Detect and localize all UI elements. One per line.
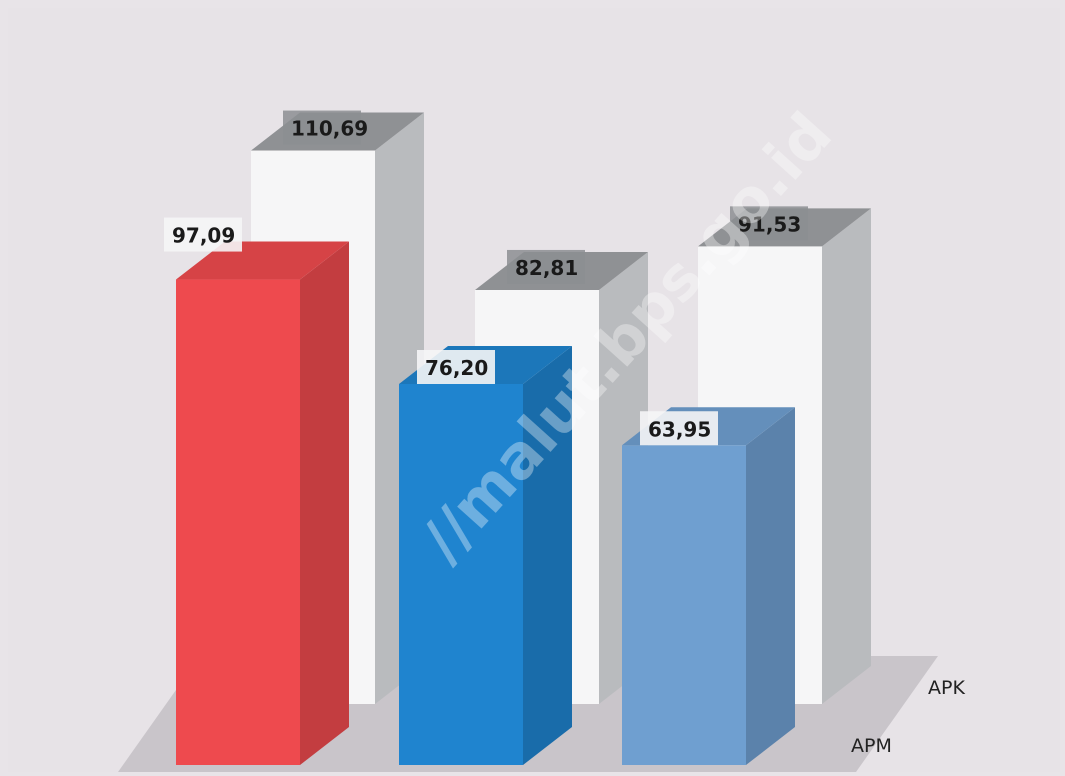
series-label-apk: APK [928,677,965,699]
data-label-apm-1: 97,09 [164,217,242,252]
data-label-apk-3-box [730,206,808,241]
data-label-apk-2-box [507,249,585,284]
data-label-apm-3: 63,95 [640,411,718,446]
bar-apm-1-front [176,279,300,765]
bar-apm-1 [176,241,349,766]
data-label-apm-3-box [640,411,718,446]
data-label-apk-1: 110,69 [283,110,368,145]
data-label-apm-2-text: 76,20 [425,356,488,380]
data-label-apk-2-text: 82,81 [515,256,578,280]
series-label-apm: APM [851,735,892,757]
series-apm [176,241,795,766]
data-label-apm-1-text: 97,09 [172,224,235,248]
bar-apm-2 [399,346,572,765]
data-label-apm-2-box [417,350,495,384]
data-label-apm-2: 76,20 [417,350,495,384]
data-label-apk-3: 91,53 [730,206,808,241]
bar-apm-1-side [300,241,349,766]
data-label-apk-3-text: 91,53 [738,212,801,236]
data-label-apk-2: 82,81 [507,249,585,284]
data-label-apm-3-text: 63,95 [648,417,711,441]
value-labels: 110,69 82,81 91,53 97,09 76,20 63,95 [164,110,808,446]
chart-frame: 110,69 82,81 91,53 97,09 76,20 63,95 APK APM … [8,8,1060,772]
bar-apm-3 [622,407,795,765]
data-label-apk-1-box [283,110,361,145]
bar-apm-3-front [622,445,746,765]
bar-chart-3d: 110,69 82,81 91,53 97,09 76,20 63,95 APK APM [118,110,965,772]
data-label-apk-1-text: 110,69 [291,117,368,141]
bar-apk-3-side [822,208,871,704]
bar-apm-3-side [746,407,795,765]
bar-apm-2-front [399,384,523,765]
data-label-apm-1-box [164,217,242,252]
bar-apm-2-side [523,346,572,765]
